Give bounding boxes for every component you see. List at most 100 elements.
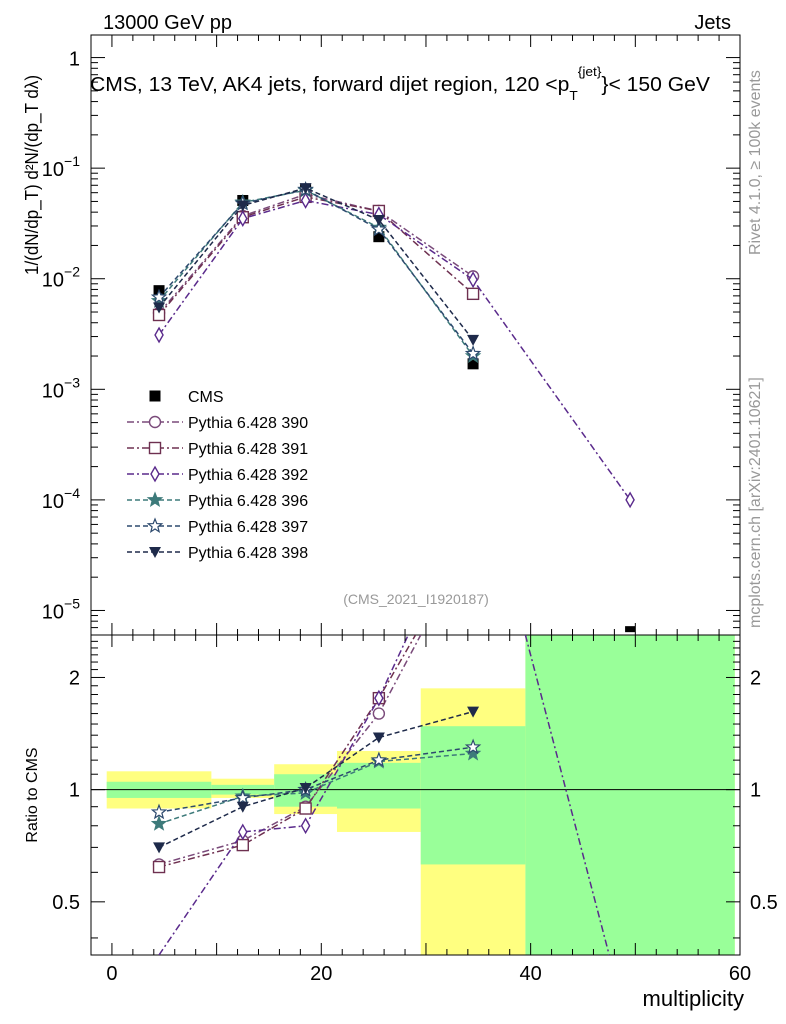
- y-tick-label-main: 10−4: [42, 485, 80, 513]
- ratio-point-p398: [153, 842, 166, 854]
- ratio-line-p392: [524, 635, 610, 955]
- ratio-line-p391: [158, 635, 417, 868]
- ratio-point-p398: [236, 801, 249, 813]
- legend-label-cms: CMS: [188, 389, 224, 406]
- legend-marker-p397: [146, 517, 164, 534]
- legend-label-p390: Pythia 6.428 390: [188, 415, 308, 432]
- plot-title-sup: {jet}: [578, 64, 602, 79]
- series-line-p396: [158, 189, 474, 357]
- plot-title: CMS, 13 TeV, AK4 jets, forward dijet reg…: [90, 64, 711, 103]
- ratio-point-p392: [300, 817, 311, 835]
- y-tick-label-main: 10−3: [42, 374, 80, 402]
- y-tick-label-main: 1: [69, 49, 80, 71]
- plot-title-sub: T: [569, 88, 577, 103]
- ratio-point-p390: [372, 707, 386, 720]
- ratio-point-p397: [234, 789, 251, 805]
- data-point-cms: [467, 358, 479, 370]
- y-tick-base: 10: [42, 380, 64, 402]
- y-tick-base: 10: [42, 601, 64, 623]
- y-tick-base: 10: [42, 491, 64, 513]
- header-category: Jets: [694, 12, 731, 34]
- y-tick-label-ratio-right: 1: [750, 780, 761, 802]
- ratio-line-p390: [158, 635, 422, 866]
- legend-marker-p396: [146, 491, 164, 508]
- data-point-cms: [625, 626, 636, 633]
- site-watermark: mcplots.cern.ch [arXiv:2401.10621]: [747, 377, 764, 628]
- ratio-line-p396: [158, 752, 474, 825]
- data-point-p391: [466, 287, 480, 301]
- series-line-p398: [158, 187, 474, 341]
- main-series-group: [150, 180, 636, 633]
- y-tick-label-ratio-right: 2: [750, 667, 761, 689]
- data-point-p398: [372, 214, 385, 226]
- ratio-point-p391: [152, 860, 166, 874]
- ratio-point-p398: [372, 732, 385, 744]
- data-point-p392: [625, 491, 635, 509]
- data-point-p397: [370, 220, 388, 237]
- y-tick-exp: −3: [64, 374, 80, 390]
- legend: CMS Pythia 6.428 390 Pythia 6.428 391 Pythi…: [127, 389, 308, 562]
- series-line-p391: [158, 196, 474, 316]
- ratio-point-p398: [299, 783, 312, 795]
- data-point-p398: [467, 334, 480, 346]
- band-inner-3: [336, 762, 421, 809]
- y-axis-title-ratio: Ratio to CMS: [24, 747, 41, 842]
- data-point-p397: [150, 288, 168, 305]
- y-tick-exp: −4: [64, 485, 80, 501]
- rivet-watermark: Rivet 4.1.0, ≥ 100k events: [747, 70, 764, 255]
- ratio-point-p392: [374, 689, 384, 707]
- legend-label-p396: Pythia 6.428 396: [188, 493, 308, 510]
- ratio-point-p392: [237, 823, 248, 841]
- chart-text: 13000 GeV pp Jets CMS, 13 TeV, AK4 jets,…: [22, 12, 764, 1011]
- y-tick-exp: −5: [64, 595, 80, 611]
- legend-marker-p398: [149, 547, 161, 558]
- legend-label-p398: Pythia 6.428 398: [188, 545, 308, 562]
- series-line-p390: [158, 193, 474, 314]
- ratio-point-p398: [467, 706, 480, 718]
- data-point-p398: [153, 302, 166, 314]
- data-point-p398: [299, 183, 312, 195]
- legend-label-p392: Pythia 6.428 392: [188, 467, 308, 484]
- legend-label-p391: Pythia 6.428 391: [188, 441, 308, 458]
- ratio-point-p396: [464, 744, 482, 761]
- series-line-p392: [158, 199, 631, 501]
- y-tick-label-main: 10−2: [42, 264, 80, 292]
- y-tick-exp: −2: [64, 264, 80, 280]
- y-tick-label-ratio: 1: [69, 780, 80, 802]
- y-tick-exp: −1: [64, 153, 80, 169]
- x-tick-label: 40: [520, 963, 542, 985]
- data-point-cms: [373, 231, 385, 243]
- x-tick-label: 20: [310, 963, 332, 985]
- reference-label: (CMS_2021_I1920187): [343, 591, 489, 607]
- x-tick-label: 60: [729, 963, 751, 985]
- ratio-series-group: [150, 635, 610, 955]
- legend-marker-p391: [148, 441, 162, 455]
- y-tick-label-ratio: 0.5: [52, 892, 80, 914]
- header-energy: 13000 GeV pp: [103, 12, 232, 34]
- ratio-line-p398: [158, 710, 474, 849]
- ratio-point-p396: [150, 815, 168, 831]
- y-tick-base: 10: [42, 159, 64, 181]
- ratio-point-p391: [236, 838, 249, 852]
- series-line-p397: [158, 188, 474, 355]
- ratio-point-p397: [464, 738, 482, 755]
- data-point-p392: [468, 271, 478, 289]
- data-point-p392: [300, 192, 311, 209]
- legend-marker-cms: [149, 390, 161, 402]
- legend-marker-p392: [150, 465, 160, 483]
- data-point-p392: [154, 326, 164, 344]
- data-point-p397: [464, 345, 482, 361]
- plot-title-tail: }< 150 GeV: [601, 74, 710, 96]
- data-point-p398: [236, 200, 249, 212]
- x-tick-label: 0: [106, 963, 117, 985]
- legend-label-p397: Pythia 6.428 397: [188, 519, 308, 536]
- y-tick-label-main: 10−5: [42, 595, 80, 623]
- y-axis-title-top: 1/(dN/dp_T) d²N/(dp_T dλ): [22, 75, 43, 275]
- y-tick-label-ratio: 2: [69, 667, 80, 689]
- y-tick-label-main: 10−1: [42, 153, 80, 181]
- data-series: [150, 180, 636, 955]
- y-tick-label-ratio-right: 0.5: [750, 892, 778, 914]
- ratio-point-p397: [370, 751, 388, 768]
